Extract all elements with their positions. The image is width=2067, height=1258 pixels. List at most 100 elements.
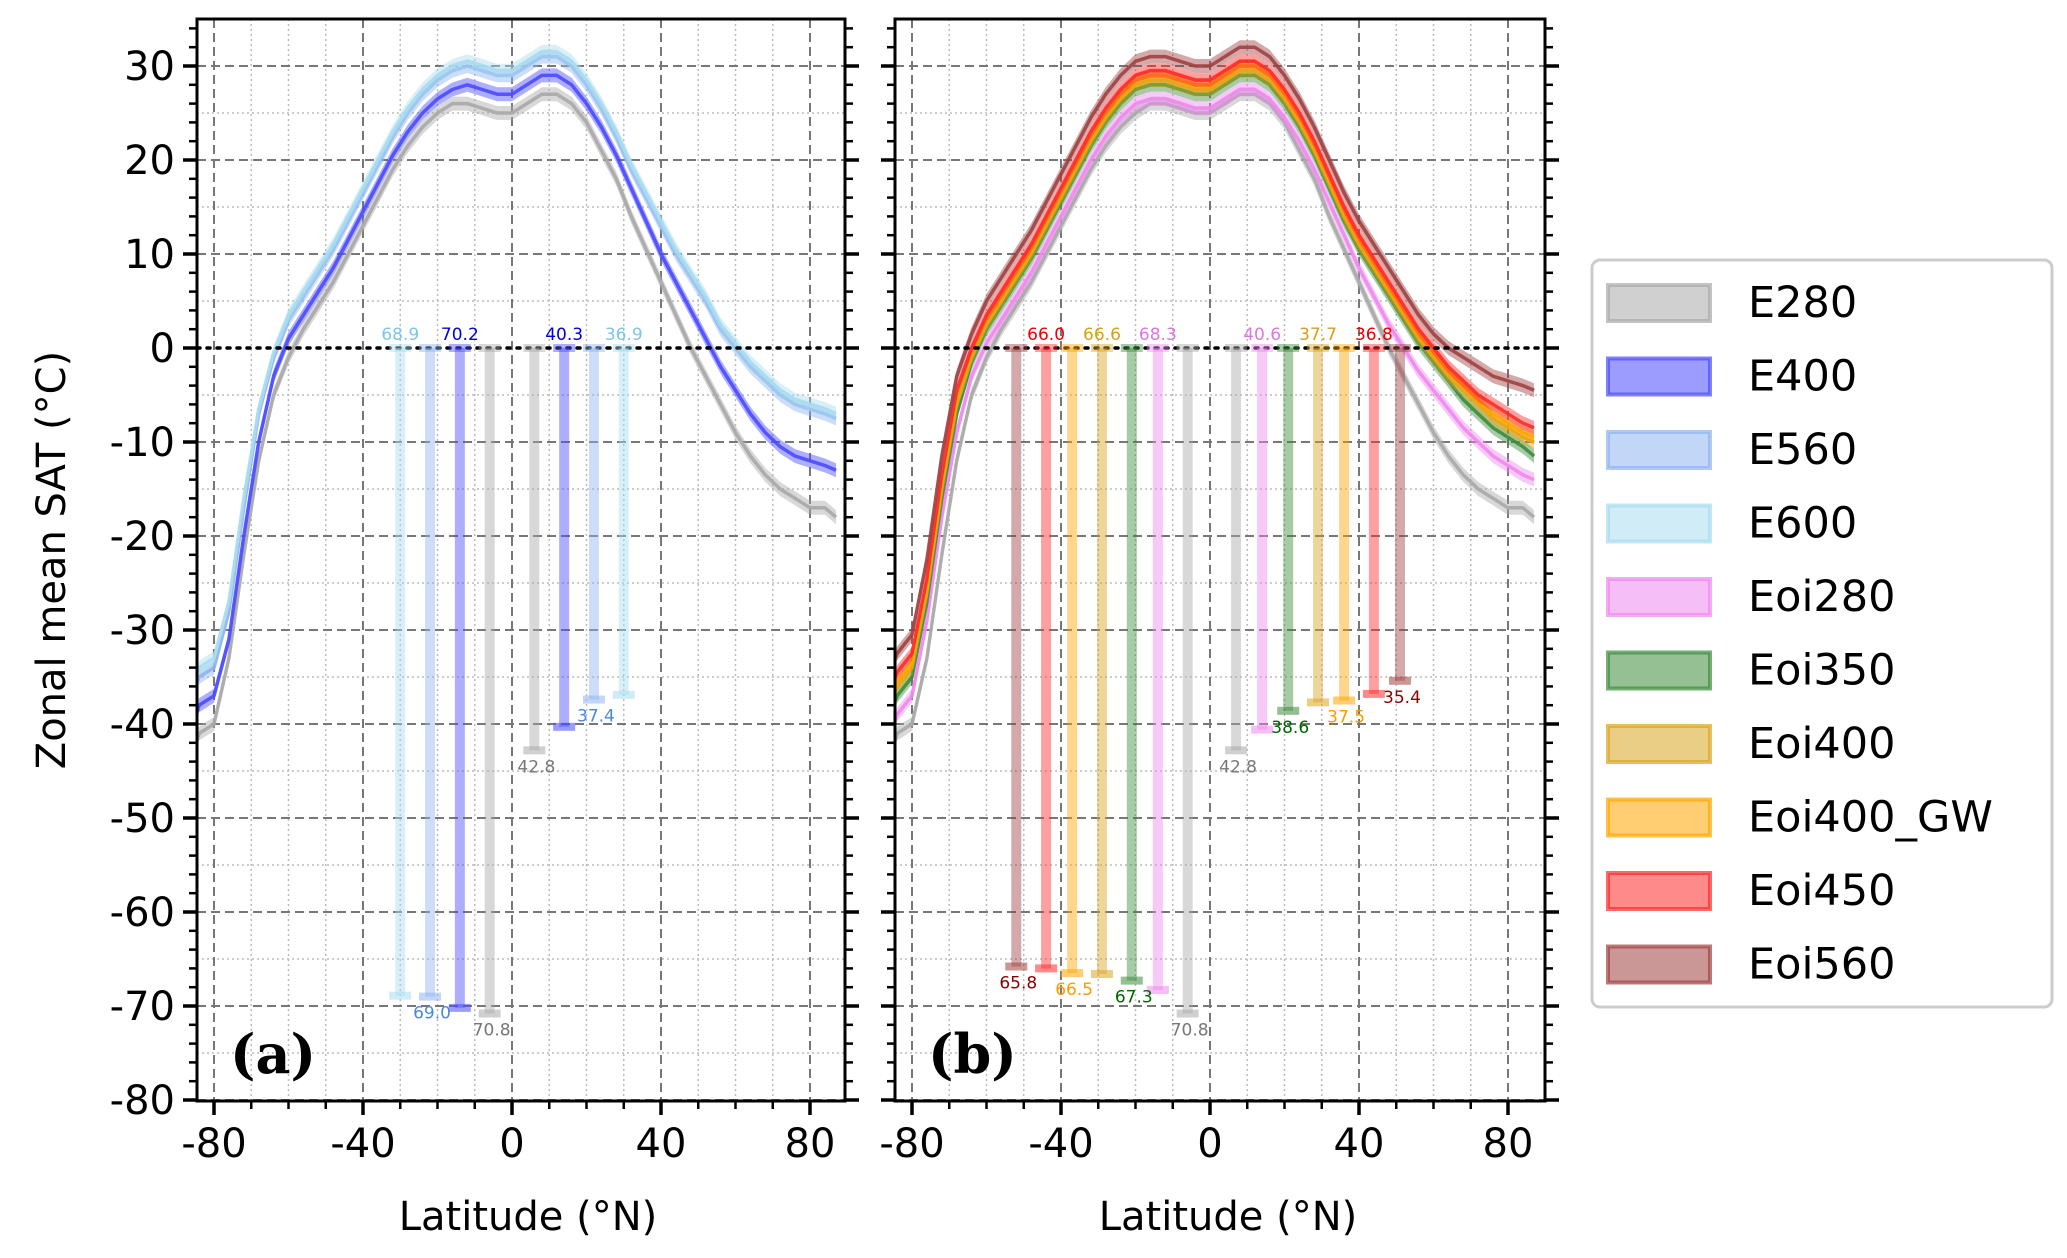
amplitude-cap-top	[1333, 344, 1356, 352]
legend-label: E560	[1748, 425, 1857, 475]
x-tick-label: 80	[785, 1121, 836, 1167]
x-tick-label: -80	[181, 1121, 246, 1167]
amplitude-cap-bottom	[419, 992, 442, 1001]
amplitude-cap-bottom	[1251, 725, 1274, 734]
amplitude-cap-top	[1120, 344, 1143, 352]
amplitude-cap-bottom	[612, 690, 635, 699]
panel-label: (b)	[928, 1022, 1017, 1086]
amplitude-label: 70.2	[441, 325, 479, 345]
legend-label: E400	[1748, 352, 1857, 402]
amplitude-cap-top	[1362, 344, 1385, 352]
x-tick-label: -40	[1028, 1121, 1093, 1167]
amplitude-label: 70.8	[473, 1021, 511, 1041]
y-tick-label: 10	[124, 232, 175, 278]
series-line-E560	[197, 54, 837, 688]
amplitude-bar-Eoi560	[1394, 348, 1405, 681]
legend-item-E400: E400	[1606, 352, 1857, 402]
legend-label: Eoi350	[1748, 646, 1896, 696]
amplitude-label: 70.8	[1171, 1021, 1209, 1041]
amplitude-cap-bottom	[478, 1009, 501, 1018]
amplitude-cap-top	[478, 344, 501, 352]
legend-label: Eoi450	[1748, 866, 1896, 916]
y-tick-label: -10	[110, 420, 175, 466]
amplitude-label: 40.6	[1243, 325, 1281, 345]
legend-label: Eoi280	[1748, 572, 1896, 622]
amplitude-cap-bottom	[1120, 976, 1143, 985]
axes-frame	[893, 17, 1547, 1103]
legend-swatch	[1606, 430, 1712, 470]
amplitude-label: 37.7	[1299, 325, 1337, 345]
amplitude-bar-Eoi450	[1368, 348, 1379, 694]
series-line-E600	[197, 50, 837, 678]
legend-item-E280: E280	[1606, 278, 1857, 328]
amplitude-cap-top	[419, 344, 442, 352]
amplitude-cap-top	[1146, 344, 1169, 352]
legend-item-Eoi400_GW: Eoi400_GW	[1606, 793, 1993, 843]
amplitude-cap-bottom	[1277, 706, 1300, 715]
plot-area	[197, 19, 845, 1101]
legend-swatch	[1606, 503, 1712, 544]
amplitude-label: 65.8	[999, 974, 1037, 994]
legend-swatch	[1606, 650, 1712, 691]
legend: E280 E400 E560 E600 Eoi280 Eoi350 Eoi400 Eoi400…	[1590, 258, 2054, 1009]
amplitude-cap-top	[1225, 344, 1248, 352]
amplitude-label: 37.5	[1327, 708, 1365, 728]
amplitude-cap-top	[523, 344, 546, 352]
amplitude-cap-bottom	[1307, 698, 1330, 707]
legend-swatch	[1606, 797, 1712, 838]
y-tick-label: -40	[110, 702, 175, 748]
amplitude-label: 35.4	[1383, 688, 1421, 708]
amplitude-bar-Eoi350	[1126, 348, 1137, 981]
amplitude-bar-E280	[1182, 348, 1193, 1014]
amplitude-label: 42.8	[517, 757, 555, 777]
plot-area	[895, 19, 1545, 1101]
amplitude-label: 40.3	[545, 325, 583, 345]
amplitude-bar-Eoi560	[1011, 348, 1022, 967]
amplitude-bar-Eoi400_GW	[1067, 348, 1078, 974]
panel-b: 65.8 66.0 66.5 66.6 67.3 68.3 70.8 42.8 40.6 38.6…	[879, 17, 1559, 1167]
series-line-E280	[895, 92, 1536, 747]
amplitude-cap-bottom	[1388, 676, 1411, 685]
y-tick-label: -60	[110, 890, 175, 936]
amplitude-label: 68.9	[381, 325, 419, 345]
legend-swatch	[1606, 356, 1712, 397]
amplitude-cap-bottom	[448, 1003, 471, 1012]
amplitude-cap-top	[582, 344, 605, 352]
amplitude-bar-E400	[454, 348, 465, 1008]
amplitude-label: 38.6	[1271, 718, 1309, 738]
y-tick-label: 20	[124, 138, 175, 184]
y-tick-label: -30	[110, 608, 175, 654]
legend-item-E600: E600	[1606, 499, 1857, 549]
legend-swatch	[1606, 724, 1712, 764]
amplitude-bar-Eoi400	[1096, 348, 1107, 975]
x-tick-label: 0	[1197, 1121, 1222, 1167]
amplitude-cap-bottom	[523, 746, 546, 755]
x-tick-label: 0	[499, 1121, 524, 1167]
amplitude-bar-Eoi400_GW	[1339, 348, 1350, 701]
amplitude-cap-bottom	[1176, 1009, 1199, 1018]
panel-a: 68.9 69.0 70.2 70.8 42.8 40.3 37.4 36.9 30 20 10 0 -…	[110, 17, 859, 1167]
amplitude-label: 66.0	[1027, 325, 1065, 345]
x-tick-label: 40	[1334, 1121, 1385, 1167]
amplitude-bar-E560	[588, 348, 599, 700]
amplitude-bar-E280	[484, 348, 495, 1014]
amplitude-label: 66.5	[1055, 980, 1093, 1000]
x-axis-title-b: Latitude (°N)	[1099, 1194, 1357, 1240]
amplitude-bar-Eoi350	[1283, 348, 1294, 711]
legend-swatch	[1606, 283, 1712, 323]
series-line-Eoi350	[895, 73, 1536, 706]
legend-item-E560: E560	[1606, 425, 1857, 475]
y-tick-label: 0	[150, 326, 175, 372]
legend-item-Eoi400: Eoi400	[1606, 719, 1896, 769]
amplitude-bar-E280	[1231, 348, 1242, 751]
legend-item-Eoi350: Eoi350	[1606, 646, 1896, 696]
amplitude-cap-bottom	[1146, 986, 1169, 995]
amplitude-cap-bottom	[1362, 689, 1385, 698]
legend-label: Eoi400	[1748, 719, 1896, 769]
series-line-Eoi400	[895, 68, 1535, 697]
amplitude-cap-bottom	[553, 722, 576, 731]
amplitude-cap-top	[1251, 344, 1274, 352]
amplitude-bar-Eoi400	[1313, 348, 1324, 703]
series-band-E400	[197, 68, 837, 720]
amplitude-bar-E560	[425, 348, 436, 997]
